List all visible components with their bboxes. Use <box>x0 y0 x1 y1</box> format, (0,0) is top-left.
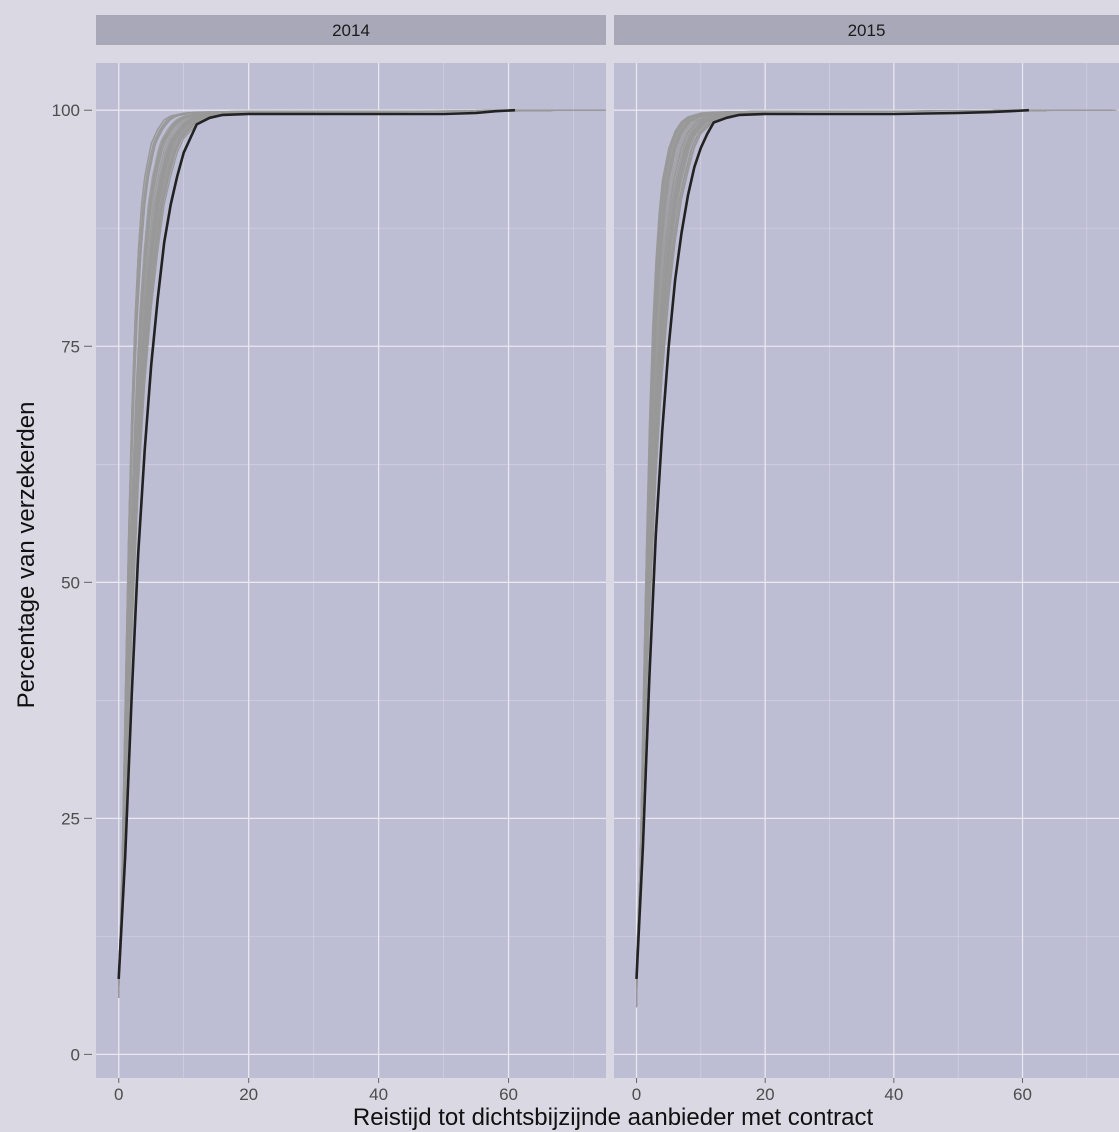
insurer-line-insurer-fast <box>118 109 606 998</box>
insurer-line <box>636 109 1087 1008</box>
strip-label: 2015 <box>848 21 886 40</box>
y-tick-label: 0 <box>71 1045 80 1064</box>
x-axis-title: Reistijd tot dichtsbijzijnde aanbieder m… <box>353 1104 874 1131</box>
x-tick-label: 60 <box>1013 1085 1032 1104</box>
y-tick-label: 25 <box>61 809 80 828</box>
panel-background <box>614 63 1119 1078</box>
panels: 2014 2015 <box>96 15 1119 1078</box>
y-tick-label: 50 <box>61 573 80 592</box>
strip-background <box>96 15 606 45</box>
x-tick-label: 40 <box>369 1085 388 1104</box>
x-tick-label: 20 <box>756 1085 775 1104</box>
y-tick-label: 100 <box>52 101 80 120</box>
overall-line <box>635 108 1029 979</box>
insurer-line-insurer-slow <box>635 109 1087 961</box>
strip-background <box>614 15 1119 45</box>
insurer-line <box>118 109 584 998</box>
x-tick-label: 40 <box>884 1085 903 1104</box>
panel-background <box>96 63 606 1078</box>
x-axes: 0 20 40 60 0 20 40 60 <box>114 1078 1032 1104</box>
y-axis-title: Percentage van verzekerden <box>13 402 40 709</box>
insurer-line-insurer-fast <box>635 109 1087 1008</box>
x-tick-label: 20 <box>239 1085 258 1104</box>
overall-line <box>117 108 516 979</box>
y-axis: 0 25 50 75 100 <box>52 101 92 1064</box>
panel-2014: 2014 <box>96 15 606 1078</box>
series-lines <box>117 108 606 998</box>
series-lines <box>635 108 1119 1008</box>
x-tick-label: 0 <box>114 1085 123 1104</box>
y-tick-label: 75 <box>61 337 80 356</box>
panel-2015: 2015 <box>614 15 1119 1078</box>
insurer-line <box>636 109 1087 1008</box>
insurer-line <box>118 109 594 998</box>
strip-label: 2014 <box>332 21 370 40</box>
x-tick-label: 0 <box>632 1085 641 1104</box>
x-tick-label: 60 <box>499 1085 518 1104</box>
